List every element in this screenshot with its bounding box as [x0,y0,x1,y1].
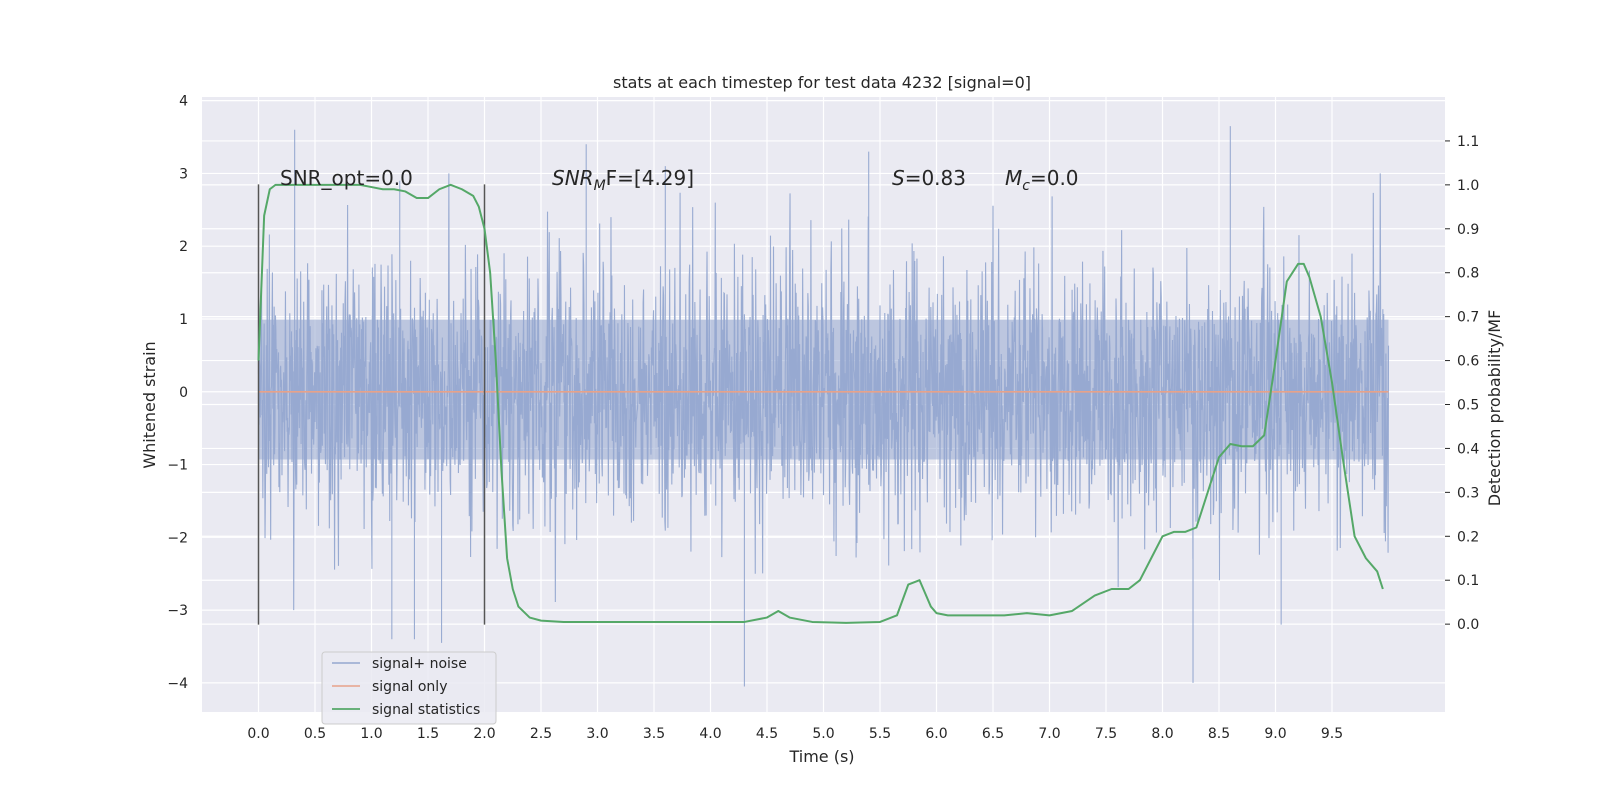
y-tick-label: 0 [179,385,188,401]
y-tick-label: −2 [167,530,188,546]
x-tick-label: 2.5 [530,726,552,742]
legend-box [321,651,497,725]
y2-tick-label: 0.1 [1457,573,1479,589]
x-tick-label: 0.0 [247,726,269,742]
y-tick-label: 3 [179,166,188,182]
y2-tick-label: 1.0 [1457,178,1479,194]
x-tick-label: 7.5 [1095,726,1117,742]
annotation-mc: Mc=0.0 [1005,166,1079,194]
y-tick-label: 1 [179,312,188,328]
line-series [257,183,1389,625]
x-tick-label: 8.0 [1151,726,1173,742]
legend-label-signal-statistics: signal statistics [372,702,480,718]
x-tick-label: 4.5 [756,726,778,742]
annotation-snr-mf-sub: M [594,178,606,194]
y2-tick-label: 0.9 [1457,222,1479,238]
annotation-mc-sub: c [1022,178,1030,194]
chart-title: stats at each timestep for test data 423… [613,73,1031,92]
y2-tick-label: 0.2 [1457,529,1479,545]
y2-tick-label: 0.5 [1457,398,1479,414]
series-signal-noise [257,126,1390,687]
y2-tick-label: 0.0 [1457,617,1479,633]
x-tick-label: 6.0 [925,726,947,742]
x-tick-label: 5.0 [812,726,834,742]
y2-tick-label: 0.7 [1457,310,1479,326]
x-tick-label: 7.0 [1038,726,1060,742]
annotation-snr-mf-rest: F=[4.29] [606,166,694,190]
y-axis-label: Whitened strain [140,341,159,468]
y-tick-label: −1 [167,458,188,474]
y2-tick-label: 0.6 [1457,354,1479,370]
y2-tick-label: 0.4 [1457,441,1479,457]
legend-label-signal-only: signal only [372,679,447,695]
y-tick-label: −4 [167,676,188,692]
x-tick-label: 6.5 [982,726,1004,742]
annotation-snr-mf-base: SNR [552,166,594,190]
annotation-mc-rest: =0.0 [1030,166,1079,190]
x-tick-label: 4.0 [699,726,721,742]
x-tick-label: 0.5 [304,726,326,742]
x-tick-label: 9.0 [1264,726,1286,742]
legend-label-signal-noise: signal+ noise [372,656,467,672]
x-axis-label: Time (s) [788,747,854,766]
x-tick-label: 5.5 [869,726,891,742]
x-tick-label: 1.5 [417,726,439,742]
x-tick-label: 2.0 [473,726,495,742]
annotation-s-base: S [892,166,905,190]
x-tick-label: 3.5 [643,726,665,742]
legend: signal+ noise signal only signal statist… [321,651,497,725]
series-signal-noise-core [258,319,1389,460]
annotation-s-rest: =0.83 [905,166,966,190]
annotation-mc-base: M [1005,166,1022,190]
y-tick-label: 4 [179,94,188,110]
x-tick-label: 9.5 [1321,726,1343,742]
x-tick-label: 3.0 [586,726,608,742]
y-tick-label: 2 [179,239,188,255]
y2-tick-label: 0.3 [1457,485,1479,501]
series-signal-statistics [257,183,1384,624]
y2-axis-label: Detection probability/MF [1485,310,1504,507]
ticks: 0.0 0.5 1.0 1.5 2.0 2.5 3.0 3.5 4.0 4.5 5.0 5.5 6.0 6… [167,94,1479,742]
y-tick-label: −3 [167,603,188,619]
noise-series [257,126,1390,687]
x-tick-label: 8.5 [1208,726,1230,742]
y2-tick-label: 1.1 [1457,134,1479,150]
x-tick-label: 1.0 [360,726,382,742]
annotation-snr-opt: SNR_opt=0.0 [280,166,413,190]
annotation-snr-mf: SNRMF=[4.29] [552,166,694,194]
y2-tick-label: 0.8 [1457,266,1479,282]
annotation-s: S=0.83 [892,166,966,190]
